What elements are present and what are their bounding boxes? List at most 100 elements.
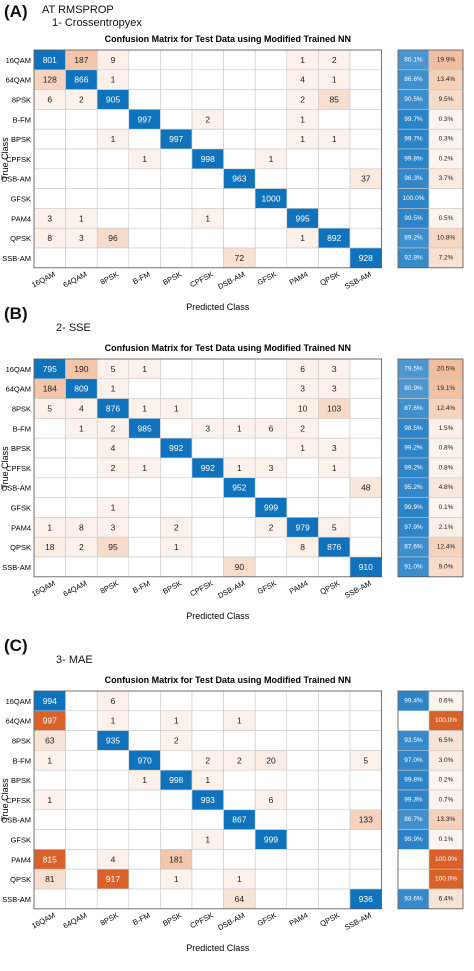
cell-value: 6 bbox=[269, 795, 274, 805]
matrix-cell bbox=[349, 769, 382, 791]
matrix-cell bbox=[160, 789, 193, 811]
matrix-cell bbox=[318, 750, 351, 771]
cell-value: 994 bbox=[43, 696, 57, 706]
matrix-cell bbox=[96, 168, 130, 189]
matrix-cell bbox=[286, 888, 319, 910]
cell-value: 2 bbox=[205, 114, 210, 124]
matrix-cell bbox=[254, 49, 288, 71]
cell-value: 90 bbox=[235, 562, 245, 572]
cell-value: 10 bbox=[298, 404, 308, 414]
matrix-cell bbox=[96, 477, 130, 498]
x-tick-label: 64QAM bbox=[62, 911, 89, 931]
matrix-cell bbox=[128, 378, 161, 399]
cell-value: 2 bbox=[237, 755, 242, 765]
cell-value: 3 bbox=[332, 384, 337, 394]
matrix-cell bbox=[349, 536, 382, 558]
cell-value: 867 bbox=[232, 815, 246, 825]
x-tick-label: CPFSK bbox=[188, 911, 214, 931]
cell-value: 809 bbox=[74, 384, 88, 394]
matrix-cell bbox=[191, 809, 224, 830]
summary-error-value: 10.8% bbox=[437, 235, 456, 242]
summary-border bbox=[397, 49, 464, 269]
matrix-cell bbox=[128, 89, 161, 110]
cell-value: 2 bbox=[174, 522, 179, 532]
matrix-cell bbox=[96, 247, 130, 269]
matrix-cell bbox=[65, 109, 98, 130]
matrix-cell bbox=[318, 868, 351, 890]
matrix-cell bbox=[349, 227, 382, 249]
matrix-cell bbox=[65, 690, 98, 712]
matrix-cell bbox=[349, 690, 382, 712]
matrix-cell bbox=[191, 128, 224, 150]
chart-title: Confusion Matrix for Test Data using Mod… bbox=[105, 675, 351, 685]
matrix-cell bbox=[349, 437, 382, 459]
cell-value: 997 bbox=[43, 716, 57, 726]
matrix-cell bbox=[128, 888, 161, 910]
cell-value: 985 bbox=[138, 423, 152, 433]
matrix-cell bbox=[318, 168, 351, 189]
cell-value: 95 bbox=[108, 542, 118, 552]
matrix-cell bbox=[349, 517, 382, 538]
matrix-cell bbox=[349, 849, 382, 870]
matrix-cell bbox=[318, 710, 351, 731]
matrix-cell bbox=[349, 188, 382, 209]
cell-value: 999 bbox=[264, 503, 278, 513]
cell-value: 96 bbox=[108, 233, 118, 243]
matrix-cell bbox=[286, 789, 319, 811]
matrix-cell bbox=[96, 888, 130, 910]
cell-value: 3 bbox=[300, 384, 305, 394]
cell-value: 1 bbox=[174, 542, 179, 552]
cell-value: 5 bbox=[363, 755, 368, 765]
matrix-cell bbox=[223, 188, 256, 209]
cell-value: 20 bbox=[266, 755, 276, 765]
matrix-cell bbox=[160, 148, 193, 170]
matrix-cell bbox=[318, 556, 351, 578]
matrix-border bbox=[33, 690, 383, 910]
x-tick-label: SSB-AM bbox=[343, 911, 373, 932]
matrix-cell bbox=[96, 556, 130, 578]
matrix-cell bbox=[65, 789, 98, 811]
y-tick-label: BPSK bbox=[11, 135, 31, 144]
summary-error-value: 100.0% bbox=[435, 876, 457, 883]
matrix-cell bbox=[191, 497, 224, 518]
y-tick-label: PAM4 bbox=[11, 855, 31, 864]
matrix-cell bbox=[318, 829, 351, 850]
matrix-cell bbox=[96, 829, 130, 850]
header-line: AT RMSPROP bbox=[42, 4, 114, 16]
cell-value: 995 bbox=[296, 213, 310, 223]
summary-error-value: 7.2% bbox=[439, 254, 454, 261]
matrix-cell bbox=[349, 457, 382, 479]
matrix-cell bbox=[128, 497, 161, 518]
matrix-cell bbox=[254, 477, 288, 498]
x-tick-label: GFSK bbox=[256, 270, 278, 288]
cell-value: 917 bbox=[106, 874, 120, 884]
matrix-cell bbox=[128, 517, 161, 538]
x-axis-label: Predicted Class bbox=[186, 943, 250, 953]
summary-correct-value: 92.8% bbox=[404, 254, 423, 261]
summary-correct-value: 93.5% bbox=[404, 737, 423, 744]
matrix-cell bbox=[128, 227, 161, 249]
y-tick-label: GFSK bbox=[11, 836, 31, 845]
summary-correct-value: 99.7% bbox=[404, 116, 423, 123]
matrix-cell bbox=[254, 168, 288, 189]
matrix-cell bbox=[318, 188, 351, 209]
y-tick-label: B-FM bbox=[13, 115, 31, 124]
summary-correct-cell bbox=[397, 849, 430, 870]
cell-value: 2 bbox=[79, 542, 84, 552]
matrix-cell bbox=[65, 168, 98, 189]
cell-value: 1000 bbox=[262, 194, 281, 204]
matrix-cell bbox=[128, 128, 161, 150]
matrix-cell bbox=[254, 888, 288, 910]
cell-value: 1 bbox=[237, 463, 242, 473]
matrix-cell bbox=[254, 556, 288, 578]
summary-correct-value: 97.0% bbox=[404, 757, 423, 764]
matrix-cell bbox=[223, 517, 256, 538]
matrix-cell bbox=[160, 809, 193, 830]
matrix-cell bbox=[33, 457, 66, 479]
matrix-cell bbox=[65, 247, 98, 269]
summary-correct-value: 99.9% bbox=[404, 836, 423, 843]
cell-value: 133 bbox=[359, 815, 373, 825]
cell-value: 2 bbox=[79, 95, 84, 105]
cell-value: 4 bbox=[79, 404, 84, 414]
matrix-cell bbox=[96, 769, 130, 791]
